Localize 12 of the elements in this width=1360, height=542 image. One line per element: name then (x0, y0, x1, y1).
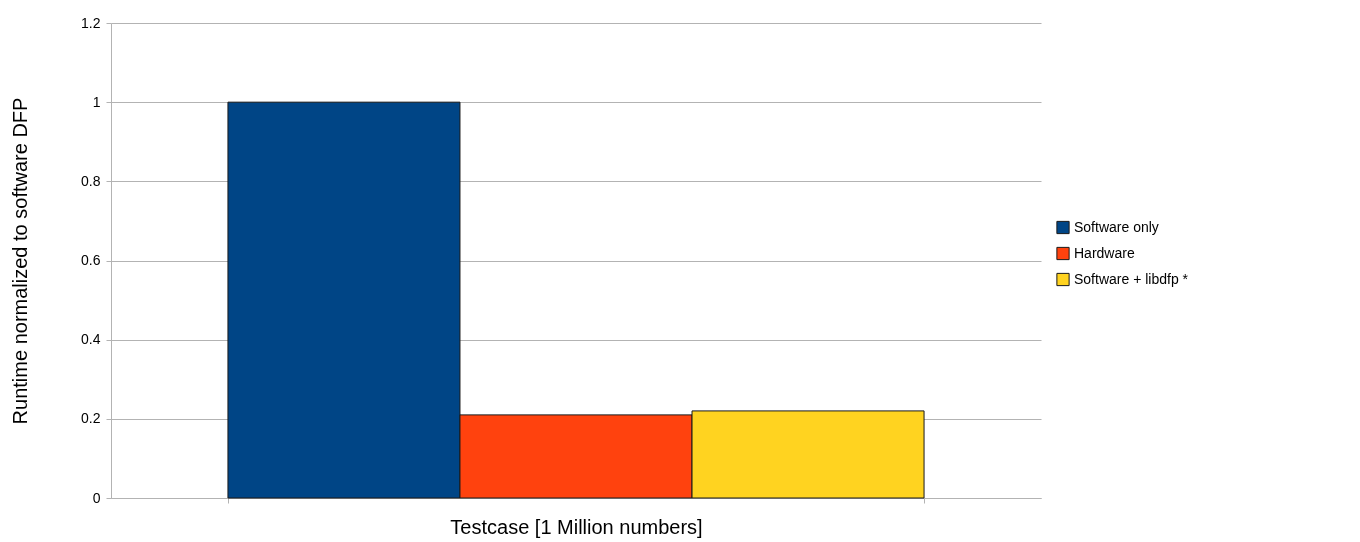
y-tick-label: 0 (92, 489, 101, 506)
y-tick-label: 1.2 (81, 14, 101, 31)
y-tick-label: 0.2 (81, 410, 101, 427)
y-tick-label: 0.6 (81, 252, 101, 268)
y-tick-label: 0.4 (81, 331, 101, 348)
y-axis-title: Runtime normalized to software DFP (9, 97, 32, 425)
legend-label: Software only (1074, 218, 1159, 235)
y-tick-label: 0.8 (81, 172, 101, 189)
legend-label: Hardware (1074, 244, 1135, 261)
x-axis-title: Testcase [1 Million numbers] (450, 516, 703, 538)
y-tick-label: 1 (92, 93, 101, 110)
legend-label: Software + libdfp * (1074, 270, 1189, 287)
